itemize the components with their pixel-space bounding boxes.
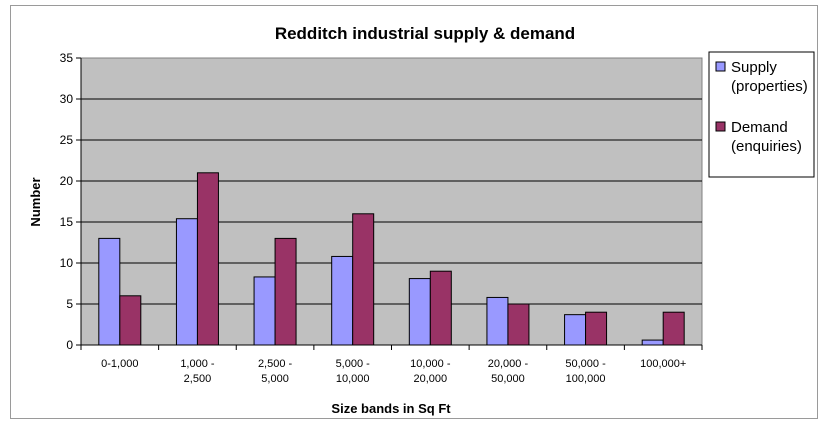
- bar-demand: [662, 311, 685, 346]
- x-tick-label: 10,000: [336, 373, 370, 385]
- x-tick-label: 20,000: [413, 373, 447, 385]
- plot-area: [80, 57, 703, 346]
- bar-demand: [119, 295, 142, 346]
- y-axis-title: Number: [28, 177, 43, 226]
- y-tick-label: 30: [60, 92, 74, 106]
- x-tick-label: 5,000: [261, 373, 289, 385]
- y-tick-label: 25: [60, 133, 74, 147]
- x-axis-title: Size bands in Sq Ft: [331, 401, 451, 416]
- bar-demand: [274, 237, 297, 346]
- y-axis-ticks: 0 5 10 15 20 25 30 35: [60, 51, 81, 352]
- y-tick-label: 20: [60, 174, 74, 188]
- bar-supply: [175, 218, 198, 346]
- x-tick-label: 50,000: [491, 373, 525, 385]
- bar-supply: [641, 339, 664, 346]
- legend-box: [708, 51, 815, 178]
- x-axis-ticks: 0-1,000 1,000 - 2,500 2,500 - 5,000 5,000 - 10…: [80, 345, 703, 385]
- chart: Redditch industrial supply & demand 0 5 10…: [28, 24, 815, 416]
- bar-demand: [352, 213, 375, 346]
- bar-supply: [408, 278, 431, 346]
- x-tick-label: 2,500 -: [258, 358, 293, 370]
- x-tick-label: 5,000 -: [336, 358, 371, 370]
- x-tick-label: 1,000 -: [180, 358, 215, 370]
- bar-supply: [253, 276, 276, 346]
- legend-swatch: [715, 61, 726, 72]
- x-tick-label: 100,000+: [640, 358, 686, 370]
- x-tick-label: 100,000: [566, 373, 606, 385]
- bar-demand: [196, 172, 219, 346]
- y-tick-label: 5: [66, 297, 73, 311]
- x-tick-label: 50,000 -: [565, 358, 606, 370]
- x-tick-label: 2,500: [184, 373, 212, 385]
- x-tick-label: 0-1,000: [101, 358, 138, 370]
- bar-demand: [429, 270, 452, 346]
- bar-demand: [585, 311, 608, 346]
- bar-supply: [331, 255, 354, 346]
- bar-demand: [507, 303, 530, 346]
- y-tick-label: 0: [66, 338, 73, 352]
- legend-label: Supply: [731, 59, 777, 76]
- chart-frame: Redditch industrial supply & demand 0 5 10…: [10, 5, 818, 419]
- legend: Supply (properties) Demand (enquiries): [708, 51, 815, 178]
- y-tick-label: 10: [60, 256, 74, 270]
- chart-title: Redditch industrial supply & demand: [275, 24, 575, 43]
- bar-supply: [564, 314, 587, 346]
- bar-supply: [486, 296, 509, 346]
- legend-label: (properties): [731, 78, 808, 95]
- y-tick-label: 15: [60, 215, 74, 229]
- legend-label: Demand: [731, 119, 788, 136]
- bar-supply: [98, 237, 121, 346]
- legend-label: (enquiries): [731, 138, 802, 155]
- x-tick-label: 20,000 -: [488, 358, 529, 370]
- x-tick-label: 10,000 -: [410, 358, 451, 370]
- legend-swatch: [715, 121, 726, 132]
- y-tick-label: 35: [60, 51, 74, 65]
